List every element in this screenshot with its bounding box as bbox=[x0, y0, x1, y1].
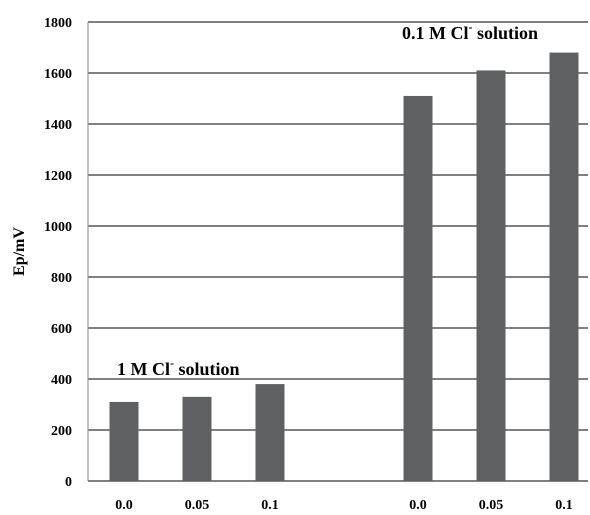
annotation-text: solution bbox=[473, 23, 539, 43]
y-tick-label: 0 bbox=[65, 475, 72, 490]
bar bbox=[549, 52, 579, 481]
group-annotation: 1 M Cl- solution bbox=[117, 356, 240, 379]
annotation-superscript: - bbox=[469, 20, 473, 34]
bar bbox=[109, 401, 139, 481]
y-tick-label: 1800 bbox=[44, 16, 72, 31]
group-annotation: 0.1 M Cl- solution bbox=[402, 20, 538, 43]
y-tick-label: 200 bbox=[51, 424, 72, 439]
bar bbox=[476, 70, 506, 481]
y-tick-label: 1200 bbox=[44, 169, 72, 184]
y-tick-label: 400 bbox=[51, 373, 72, 388]
x-tick-label: 0.1 bbox=[261, 498, 279, 513]
y-tick-label: 1600 bbox=[44, 67, 72, 82]
x-tick-label: 0.05 bbox=[479, 498, 504, 513]
x-tick-label: 0.0 bbox=[115, 498, 133, 513]
gridlines bbox=[88, 21, 588, 482]
y-tick-label: 1400 bbox=[44, 118, 72, 133]
annotation-text: 0.1 M Cl bbox=[402, 23, 469, 43]
y-tick-label: 1000 bbox=[44, 220, 72, 235]
bar bbox=[403, 95, 433, 481]
annotation-text: 1 M Cl bbox=[117, 359, 170, 379]
y-tick-label: 800 bbox=[51, 271, 72, 286]
x-tick-label: 0.05 bbox=[185, 498, 210, 513]
y-tick-label: 600 bbox=[51, 322, 72, 337]
x-axis-tick-labels: 0.0 0.05 0.1 0.0 0.05 0.1 bbox=[115, 498, 573, 513]
x-tick-label: 0.1 bbox=[555, 498, 573, 513]
y-axis-title: Ep/mV bbox=[11, 227, 28, 276]
annotation-superscript: - bbox=[170, 356, 174, 370]
bar bbox=[255, 384, 285, 481]
annotation-text: solution bbox=[174, 359, 240, 379]
y-axis-tick-labels: 0 200 400 600 800 1000 1200 1400 1600 1800 bbox=[44, 16, 72, 490]
bars bbox=[109, 52, 579, 481]
bar bbox=[182, 396, 212, 481]
x-tick-label: 0.0 bbox=[409, 498, 427, 513]
